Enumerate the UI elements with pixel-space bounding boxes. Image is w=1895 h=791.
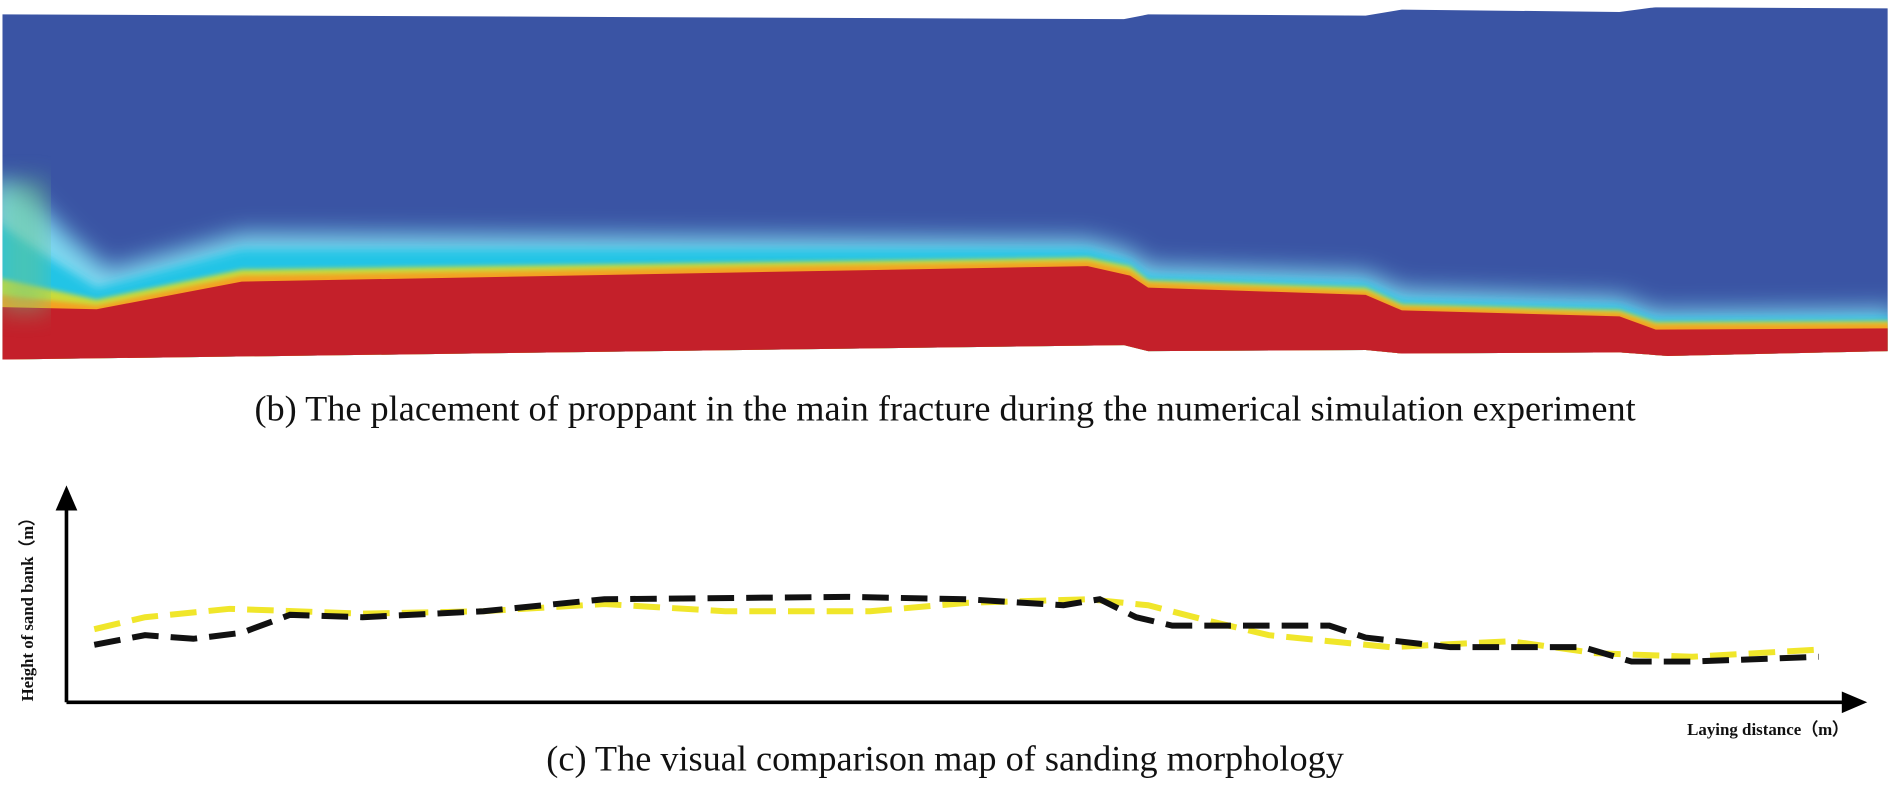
simulation-image (2, 7, 1888, 360)
comparison-chart: Height of sand bank（m） Laying distance（m… (17, 485, 1868, 739)
y-arrow (55, 485, 78, 511)
caption: (b) The placement of proppant in the mai… (254, 389, 1635, 429)
x-arrow (1841, 691, 1868, 714)
x-axis-label: Laying distance（m） (1687, 719, 1849, 739)
y-axis-label: Height of sand bank（m） (17, 509, 37, 701)
caption: (c) The visual comparison map of sanding… (546, 739, 1344, 779)
experiment-profile (93, 593, 1819, 665)
